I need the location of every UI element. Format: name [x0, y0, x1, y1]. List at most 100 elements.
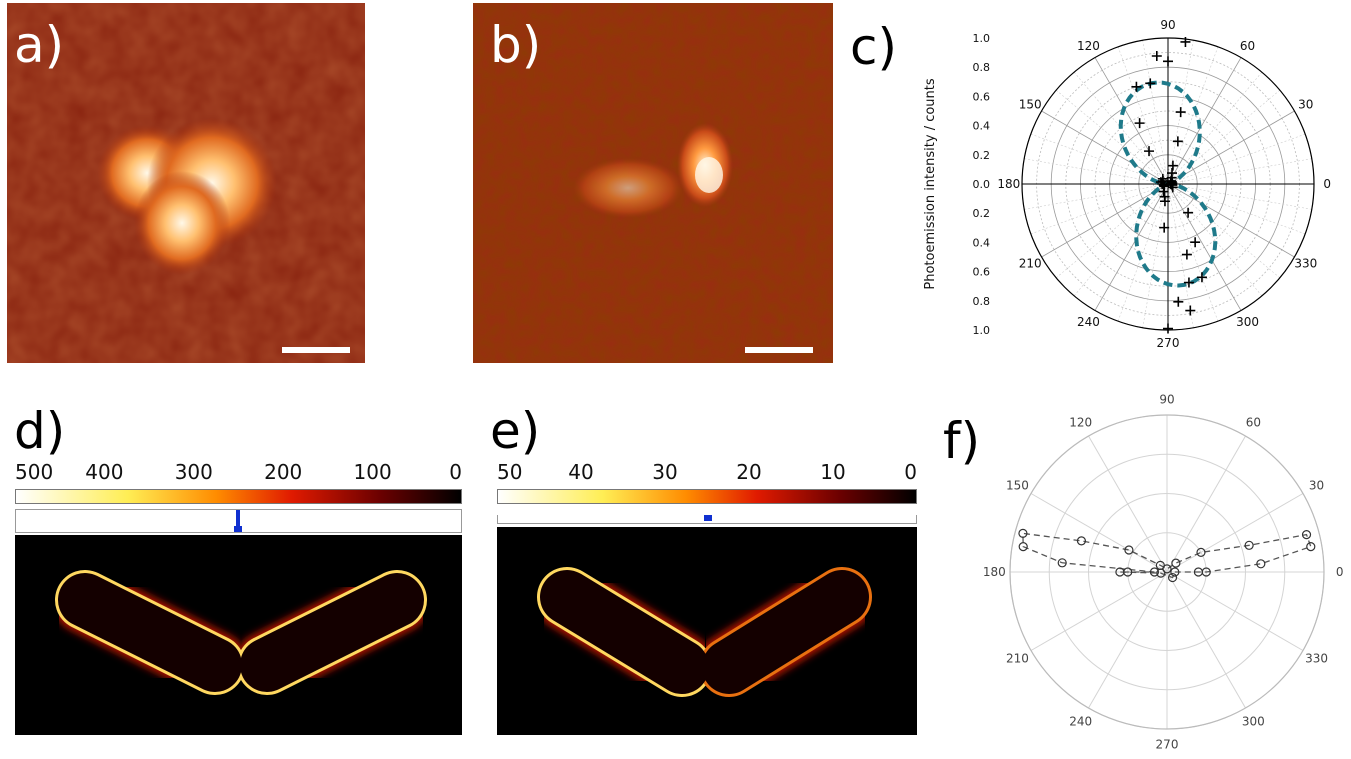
- panel-f-angle-tick: 90: [1159, 392, 1174, 406]
- panel-c-grid-minor-spoke: [1117, 183, 1169, 322]
- panel-c-data-point: [1131, 81, 1142, 92]
- panel-c-angle-tick: 330: [1294, 257, 1317, 271]
- panel-c-data-point: [1175, 107, 1186, 118]
- panel-c-grid-spoke: [1167, 57, 1242, 185]
- panel-c-ylabel: Photoemission intensity / counts: [923, 78, 938, 290]
- panel-e-colorbar: [497, 489, 917, 504]
- panel-e-colorbar-tick: 30: [652, 460, 678, 484]
- panel-c-data-point: [1158, 186, 1169, 197]
- panel-c-radial-tick: 0.6: [973, 266, 991, 279]
- panel-c-data-point: [1167, 160, 1178, 171]
- panel-c-data-point: [1172, 136, 1183, 147]
- panel-c-angle-tick: 90: [1160, 18, 1175, 32]
- panel-d-simulation: [15, 535, 462, 735]
- panel-c-data-point: [1183, 277, 1194, 288]
- panel-c-radial-tick: 0.6: [973, 90, 991, 103]
- panel-c-data-point: [1167, 180, 1178, 191]
- panel-f-data-point: [1201, 567, 1211, 577]
- panel-c-data-point: [1157, 179, 1168, 189]
- panel-c-grid-minor-spoke: [1167, 183, 1194, 328]
- panel-c-grid-spoke: [1167, 110, 1295, 185]
- panel-c-angle-tick: 30: [1298, 97, 1313, 111]
- panel-f-angle-tick: 330: [1305, 651, 1328, 665]
- panel-c-grid-minor-spoke: [1024, 183, 1169, 210]
- panel-f-data-point: [1167, 572, 1178, 583]
- panel-f-angle-tick: 300: [1242, 715, 1265, 729]
- panel-d-colorbar: [15, 489, 462, 504]
- panel-c-grid-minor-spoke: [1073, 183, 1169, 297]
- panel-d-marker: [236, 510, 240, 532]
- panel-f-angle-tick: 30: [1309, 479, 1324, 493]
- panel-c-grid-spoke: [1167, 183, 1295, 258]
- panel-c-angle-tick: 150: [1019, 97, 1042, 111]
- panel-c-angle-tick: 300: [1236, 315, 1259, 329]
- panel-d-colorbar-tick: 200: [264, 460, 303, 484]
- panel-f-angle-tick: 240: [1069, 715, 1092, 729]
- panel-f-angle-tick: 60: [1246, 415, 1261, 429]
- panel-c-grid-spoke: [1041, 183, 1169, 258]
- panel-c-angle-tick: 210: [1019, 257, 1042, 271]
- panel-c-radial-tick: 0.8: [973, 295, 991, 308]
- panel-c-grid-minor-spoke: [1167, 158, 1312, 185]
- panel-c-data-point: [1183, 207, 1194, 218]
- panel-f-angle-tick: 150: [1006, 479, 1029, 493]
- panel-c-data-point: [1181, 249, 1192, 260]
- panel-c-grid-minor-spoke: [1055, 89, 1169, 185]
- panel-f-data-point: [1306, 542, 1316, 552]
- panel-a-scalebar: [282, 347, 350, 353]
- panel-f-grid-spoke: [1088, 571, 1168, 709]
- panel-c-grid-spoke: [1167, 183, 1242, 311]
- panel-c-grid-minor-spoke: [1117, 46, 1169, 185]
- panel-c-data-point: [1196, 272, 1207, 283]
- panel-d-marker-base: [234, 526, 242, 532]
- panel-f-grid-spoke: [1166, 493, 1304, 573]
- panel-f-outer-circle: [1009, 414, 1325, 730]
- panel-e-colorbar-tick: 50: [497, 460, 523, 484]
- panel-d-colorbar-tick: 300: [174, 460, 213, 484]
- panel-f-label: f): [943, 412, 981, 470]
- panel-c-data-point: [1134, 118, 1145, 129]
- panel-c-angle-tick: 60: [1240, 39, 1255, 53]
- panel-c-data-point: [1190, 237, 1201, 248]
- panel-f-data-point: [1156, 568, 1166, 578]
- panel-d-colorbar-tick: 0: [449, 460, 462, 484]
- panel-c-grid-spoke: [1094, 183, 1169, 311]
- panel-e-colorbar-ticks: 50 40 30 20 10 0: [497, 460, 917, 486]
- panel-c-data-point: [1173, 296, 1184, 307]
- panel-f-grid-spoke: [1166, 571, 1304, 651]
- panel-c-grid-minor-spoke: [1142, 183, 1169, 328]
- panel-c-data-point: [1159, 196, 1170, 207]
- panel-d-colorbar-tick: 100: [353, 460, 392, 484]
- panel-f-data-point: [1170, 567, 1180, 577]
- panel-f-grid-spoke: [1166, 435, 1246, 573]
- panel-f-chart: 0 30 60 90 120 150 180 210 240 270 300 330: [980, 385, 1350, 755]
- panel-f-grid-spoke: [1030, 493, 1168, 573]
- panel-b-scalebar: [745, 347, 813, 353]
- panel-f-angle-tick: 120: [1069, 415, 1092, 429]
- panel-e-simulation: [497, 527, 917, 735]
- panel-c-radial-tick: 0.4: [973, 120, 991, 133]
- panel-f-data-point: [1123, 567, 1133, 577]
- panel-f-data-point: [1301, 530, 1312, 540]
- panel-f-data-point: [1057, 558, 1067, 568]
- panel-e-label: e): [490, 402, 541, 460]
- panel-c-grid-minor-spoke: [1167, 71, 1263, 185]
- panel-c-radial-tick: 0.8: [973, 61, 991, 74]
- panel-c-radial-tick: 1.0: [973, 32, 991, 45]
- panel-f-angle-tick: 210: [1006, 651, 1029, 665]
- panel-c-angle-tick: 270: [1157, 336, 1180, 350]
- panel-d-label: d): [14, 402, 66, 460]
- panel-c-data-point: [1180, 36, 1191, 47]
- panel-b-image: [473, 3, 833, 363]
- panel-c-grid-minor-spoke: [1142, 40, 1169, 185]
- panel-c-angle-tick: 120: [1077, 39, 1100, 53]
- panel-c-data-point: [1163, 323, 1173, 334]
- panel-c-grid-minor-spoke: [1167, 183, 1263, 297]
- panel-a-image: [7, 3, 365, 363]
- panel-c-chart: 0 30 60 90 120 150 180 210 240 270 300 330 0.0 0.2 0.2…: [920, 0, 1350, 370]
- panel-d-marker-strip: [15, 509, 462, 533]
- panel-c-grid-spoke: [1041, 110, 1169, 185]
- panel-e-colorbar-tick: 10: [820, 460, 846, 484]
- panel-c-label: c): [850, 18, 897, 76]
- panel-e-marker: [704, 515, 712, 521]
